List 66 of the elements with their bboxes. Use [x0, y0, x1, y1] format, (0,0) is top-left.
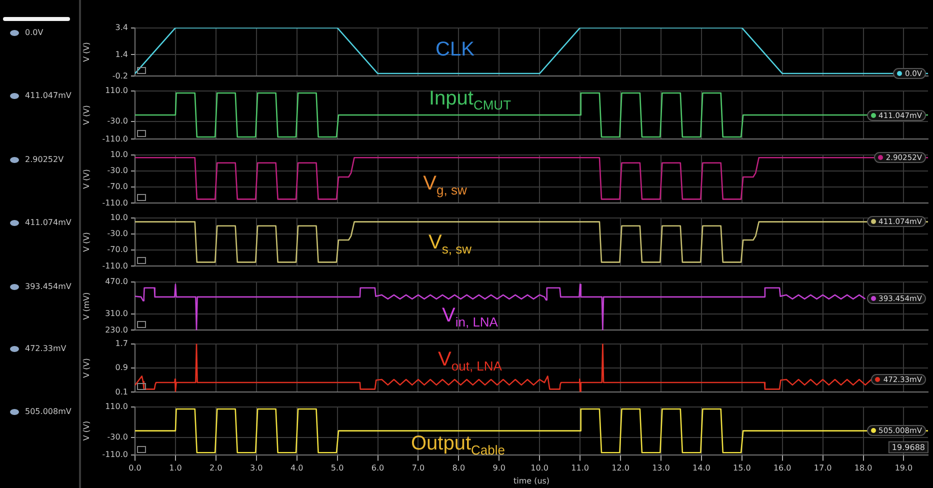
y-tick-label: -70.0: [107, 182, 128, 192]
x-tick-label: 6.0: [371, 464, 384, 473]
chart-title: Input$_{CMUT}$: [428, 88, 512, 113]
x-tick-label: 18.0: [854, 464, 872, 473]
x-tick-label: 0.0: [128, 464, 142, 473]
x-tick-label: 13.0: [652, 464, 670, 473]
y-axis-title: V (V): [82, 105, 91, 125]
y-tick-label: 110.0: [105, 402, 128, 411]
y-tick-label: 1.4: [115, 50, 128, 59]
y-axis-title: V (V): [82, 169, 91, 189]
y-tick-label: 3.4: [115, 22, 128, 32]
y-tick-label: -30.0: [107, 432, 128, 442]
y-axis-title: V (V): [82, 232, 91, 252]
annotation: 19.9688: [892, 442, 926, 452]
y-tick-label: -110.0: [102, 261, 128, 270]
x-tick-label: 7.0: [412, 464, 425, 473]
y-tick-label: 310.0: [105, 309, 128, 318]
y-tick-label: 0.9: [115, 363, 128, 372]
text: V$_{s, sw}$: [428, 232, 472, 257]
y-tick-label: -30.0: [107, 116, 128, 126]
x-axis-title: time (us): [513, 476, 550, 486]
x-tick-label: 12.0: [612, 464, 630, 473]
y-tick-label: 0.1: [115, 387, 128, 396]
y-tick-label: -30.0: [107, 166, 128, 176]
y-tick-label: 110.0: [105, 86, 128, 95]
x-tick-label: 14.0: [692, 464, 710, 473]
y-tick-label: 10.0: [110, 150, 128, 159]
text: 2.90252V: [25, 155, 64, 164]
x-tick-label: 15.0: [732, 464, 751, 473]
text: V$_{in, LNA}$: [442, 304, 498, 330]
x-tick-label: 10.0: [530, 464, 548, 473]
text: 505.008mV: [25, 407, 72, 416]
x-tick-label: 4.0: [290, 464, 304, 473]
x-tick-label: 9.0: [492, 464, 506, 473]
text: 472.33mV: [25, 344, 66, 353]
text: 0.0V: [25, 28, 44, 37]
x-tick-label: 17.0: [814, 464, 832, 473]
x-tick-label: 11.0: [571, 464, 589, 473]
y-tick-label: -110.0: [102, 134, 128, 144]
x-tick-label: 19.0: [894, 464, 913, 473]
x-tick-label: 8.0: [452, 464, 466, 473]
y-tick-label: 10.0: [110, 212, 128, 222]
text: 411.047mV: [25, 91, 72, 100]
text: 393.454mV: [25, 282, 72, 291]
y-axis-title: V (V): [82, 358, 91, 378]
y-tick-label: -70.0: [107, 245, 128, 254]
text: Output$_{Cable}$: [410, 432, 506, 458]
y-tick-label: 470.0: [105, 276, 128, 286]
y-tick-label: -0.2: [112, 71, 128, 80]
y-axis-title: V (mV): [82, 292, 91, 320]
chart-title: V$_{out, LNA}$: [438, 348, 502, 374]
x-tick-label: 5.0: [330, 464, 344, 473]
y-tick-label: 230.0: [105, 325, 128, 334]
y-tick-label: -30.0: [107, 229, 128, 238]
x-tick-label: 1.0: [169, 464, 182, 473]
x-tick-label: 2.0: [210, 464, 222, 473]
y-tick-label: -110.0: [102, 450, 128, 459]
y-axis-title: V (V): [82, 420, 91, 441]
y-tick-label: -110.0: [102, 198, 128, 208]
x-tick-label: 16.0: [773, 464, 792, 473]
text: 411.074mV: [25, 218, 72, 227]
y-axis-title: V (V): [82, 42, 91, 62]
text: CLK: [436, 38, 474, 62]
x-tick-label: 3.0: [250, 464, 263, 473]
y-tick-label: 1.7: [115, 338, 128, 348]
text: V$_{g, sw}$: [423, 172, 467, 198]
